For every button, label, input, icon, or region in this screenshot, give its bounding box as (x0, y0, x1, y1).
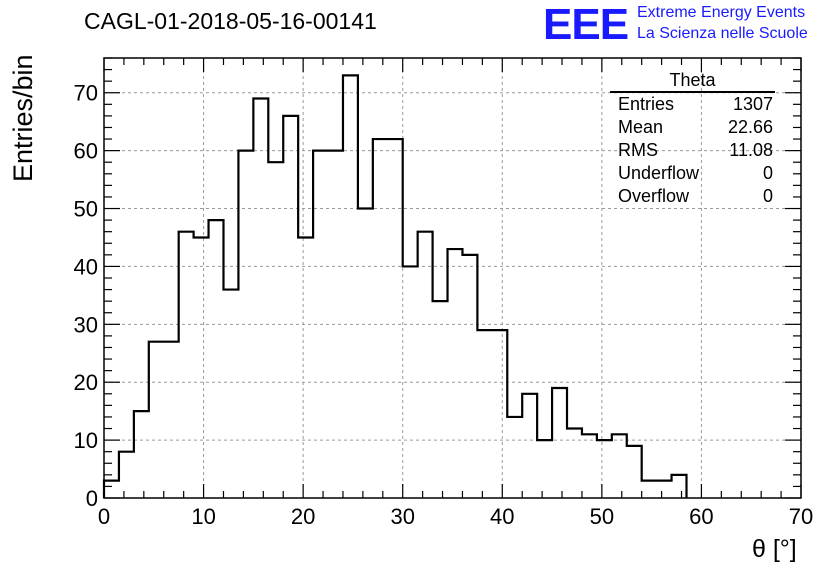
histogram-title: CAGL-01-2018-05-16-00141 (84, 8, 377, 34)
stats-value: 0 (762, 163, 773, 183)
grid-lines (104, 58, 801, 498)
x-tick-label: 10 (191, 504, 215, 529)
stats-row-entries: Entries 1307 (610, 93, 775, 116)
stats-label: Overflow (618, 186, 690, 206)
stats-value: 22.66 (727, 117, 773, 137)
x-tick-label: 0 (98, 504, 110, 529)
stats-value: 11.08 (729, 140, 773, 160)
x-tick-labels: 0 10 20 30 40 50 60 70 (98, 504, 813, 529)
x-axis-label: θ [°] (752, 535, 797, 563)
stats-label: Underflow (618, 163, 700, 183)
axis-ticks (103, 57, 802, 499)
stats-label: Entries (618, 94, 675, 114)
y-tick-label: 40 (74, 254, 98, 279)
y-tick-label: 10 (74, 428, 98, 453)
y-tick-label: 50 (74, 197, 98, 222)
stats-value: 0 (762, 186, 773, 206)
y-tick-label: 0 (86, 486, 98, 511)
y-tick-label: 60 (74, 139, 98, 164)
x-tick-label: 20 (291, 504, 315, 529)
y-tick-label: 20 (74, 370, 98, 395)
stats-value: 1307 (732, 94, 773, 114)
stats-row-underflow: Underflow 0 (610, 162, 775, 185)
eee-logo: EEE (543, 0, 629, 49)
x-tick-label: 50 (590, 504, 614, 529)
y-tick-labels: 0 10 20 30 40 50 60 70 (74, 81, 98, 511)
stats-row-mean: Mean 22.66 (610, 116, 775, 139)
logo-caption-line2: La Scienza nelle Scuole (637, 25, 808, 42)
x-tick-label: 40 (490, 504, 514, 529)
y-tick-label: 70 (74, 81, 98, 106)
stats-title: Theta (610, 70, 775, 93)
x-tick-label: 70 (789, 504, 813, 529)
stats-box: Theta Entries 1307 Mean 22.66 RMS 11.08 … (610, 70, 775, 208)
x-tick-label: 30 (390, 504, 414, 529)
logo-caption-line1: Extreme Energy Events (637, 4, 806, 21)
stats-label: RMS (618, 140, 658, 160)
histogram-series-line (102, 74, 688, 498)
y-axis-label: Entries/bin (8, 54, 38, 182)
x-tick-label: 60 (689, 504, 713, 529)
y-tick-label: 30 (74, 312, 98, 337)
stats-row-rms: RMS 11.08 (610, 139, 775, 162)
stats-label: Mean (618, 117, 664, 137)
stats-row-overflow: Overflow 0 (610, 185, 775, 208)
